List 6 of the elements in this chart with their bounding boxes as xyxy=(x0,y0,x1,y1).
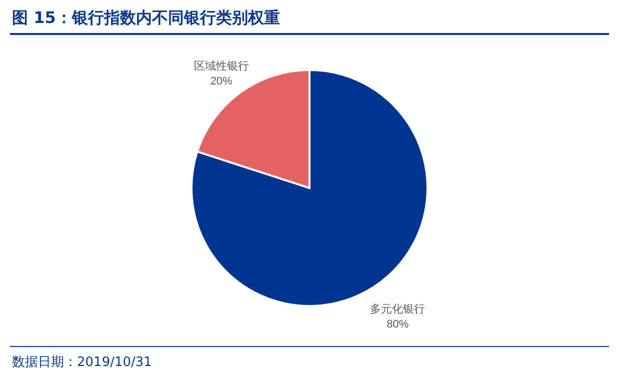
data-label: 80% xyxy=(386,318,409,330)
slice-label: 多元化银行 xyxy=(370,303,426,316)
chart-title: 图 15：银行指数内不同银行类别权重 xyxy=(12,8,280,29)
text: 数据日期：2019/10/31 xyxy=(12,354,152,371)
slice-label: 区域性银行 xyxy=(194,60,249,73)
data-label: 20% xyxy=(210,76,233,88)
